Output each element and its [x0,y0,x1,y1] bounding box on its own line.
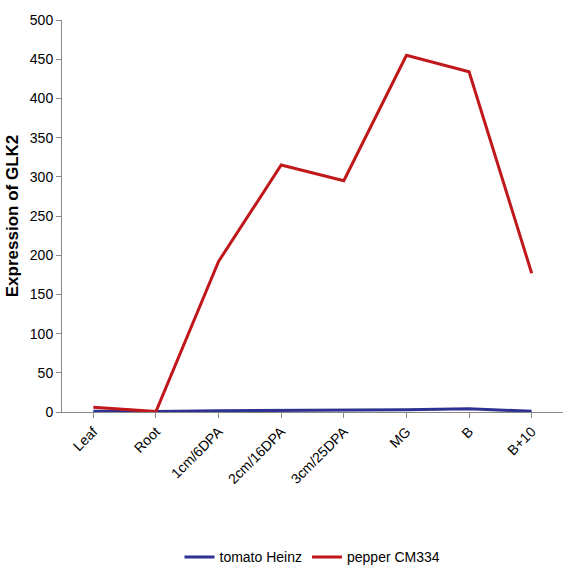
svg-text:B+10: B+10 [504,423,539,458]
svg-text:2cm/16DPA: 2cm/16DPA [225,423,289,487]
svg-text:B: B [458,424,476,442]
svg-text:Leaf: Leaf [70,423,101,454]
svg-text:Root: Root [131,423,163,455]
svg-text:Expression of GLK2: Expression of GLK2 [3,135,22,297]
svg-text:500: 500 [30,12,54,28]
svg-text:50: 50 [38,365,54,381]
svg-text:350: 350 [30,130,54,146]
svg-text:1cm/6DPA: 1cm/6DPA [168,423,226,481]
svg-text:450: 450 [30,51,54,67]
svg-text:400: 400 [30,90,54,106]
svg-text:MG: MG [386,424,413,451]
svg-text:150: 150 [30,286,54,302]
svg-text:3cm/25DPA: 3cm/25DPA [287,423,351,487]
svg-text:0: 0 [45,404,53,420]
svg-text:250: 250 [30,208,54,224]
svg-text:100: 100 [30,326,54,342]
svg-text:200: 200 [30,247,54,263]
svg-text:pepper CM334: pepper CM334 [347,549,440,565]
svg-text:tomato Heinz: tomato Heinz [220,549,302,565]
svg-text:300: 300 [30,169,54,185]
